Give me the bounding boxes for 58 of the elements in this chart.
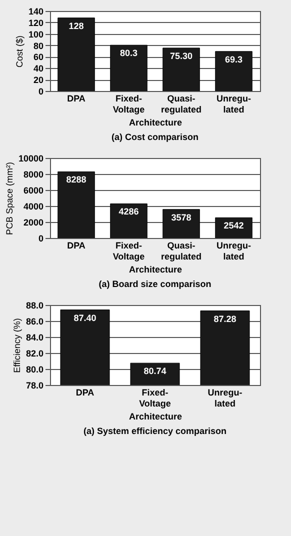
y-tick-label: 140 [28,6,44,16]
bar [58,171,95,238]
y-tick-label: 100 [28,29,44,40]
y-tick-label: 2000 [23,218,44,228]
y-tick-label: 8000 [23,170,44,180]
y-tick-label: 4000 [23,202,44,212]
data-label: 87.40 [74,312,96,323]
data-label: 4286 [118,206,139,217]
y-tick-label: 40 [33,64,44,74]
x-tick-label: Fixed- Voltage [112,94,145,114]
y-tick-label: 0 [38,234,44,244]
y-tick-label: 10000 [18,154,44,164]
data-label: 87.28 [214,314,236,324]
bar [58,18,95,91]
data-label: 80.3 [120,48,138,58]
bar [162,209,200,238]
y-tick-label: 82.0 [26,348,44,358]
text: (a) Cost comparison [111,132,199,142]
x-tick-label: Unregu- lated [208,388,242,408]
data-label: 75.30 [170,50,193,61]
x-tick-label: Unregu- lated [216,94,251,114]
y-tick-label: 60 [33,52,44,62]
x-tick-label: Quasi- regulated [160,94,202,114]
y-tick-label: 84.0 [26,332,44,342]
text: (a) System efficiency comparison [83,426,227,436]
y-tick-label: 80.0 [26,364,44,374]
bar [110,44,148,91]
data-label: 8288 [66,174,86,185]
x-tick-label: Quasi- regulated [160,240,202,262]
data-label: 80.74 [144,366,166,376]
text: (a) Board size comparison [98,279,212,289]
data-label: 69.3 [224,54,243,64]
y-tick-label: 88.0 [26,300,44,310]
data-label: 2542 [224,220,244,231]
x-axis-title: Architecture [128,118,182,128]
y-tick-label: 78.0 [26,380,44,390]
y-tick-label: 86.0 [26,316,44,326]
x-tick-label: Fixed- Voltage [139,388,171,408]
x-tick-label: Fixed- Voltage [112,240,145,262]
bar [162,48,200,91]
bar [215,51,252,91]
y-tick-label: 0 [38,86,44,96]
bar [110,203,148,238]
y-axis-title: Efficiency (%) [12,318,22,373]
x-axis-title: Architecture [128,412,182,422]
data-label: 128 [68,20,84,31]
data-label: 3578 [171,212,192,222]
y-axis-title: PCB Space (mm²) [4,162,14,236]
x-tick-label: DPA [67,240,86,250]
y-tick-label: 6000 [23,186,44,196]
y-tick-label: 80 [33,40,44,51]
y-tick-label: 20 [33,75,44,86]
x-tick-label: DPA [76,388,95,398]
y-axis-title: Cost ($) [14,35,24,68]
x-axis-title: Architecture [128,264,182,274]
x-tick-label: DPA [67,94,86,104]
x-tick-label: Unregu- lated [216,240,251,262]
y-tick-label: 120 [28,18,44,28]
